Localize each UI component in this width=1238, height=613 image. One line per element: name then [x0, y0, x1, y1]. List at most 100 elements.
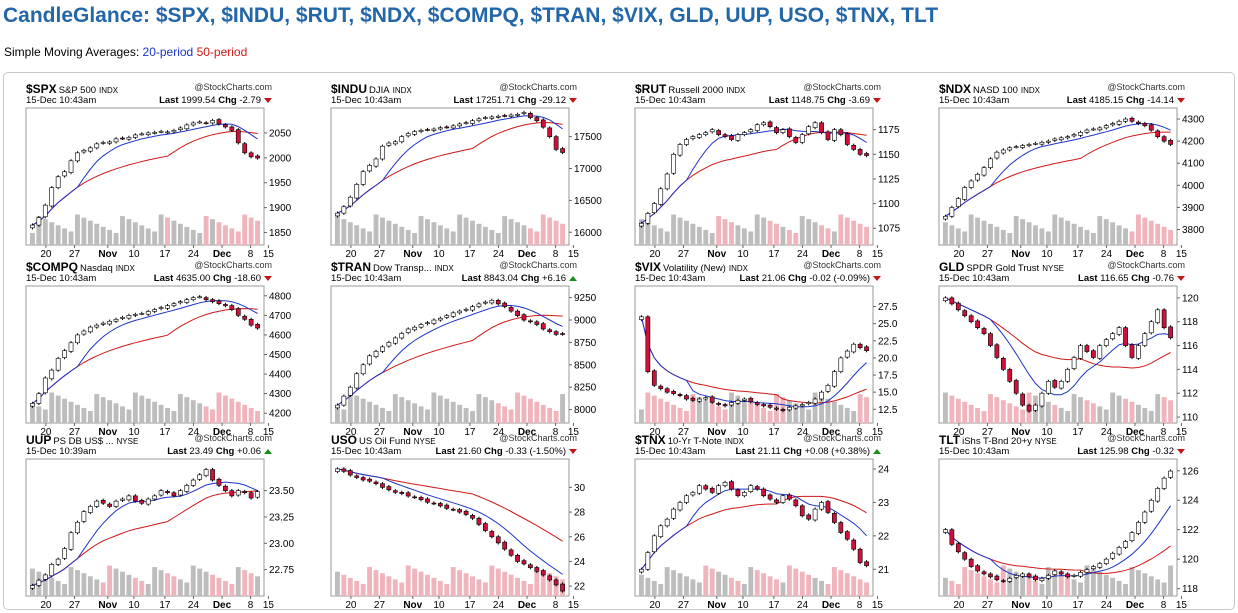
chart-plot[interactable]: 30 28 26 24 22 20 27 Nov 10 17 24 Dec 8 15 — [330, 458, 613, 611]
candle-body — [197, 474, 203, 480]
stockcharts-brand: @StockCharts.com — [194, 260, 272, 270]
volume-bar — [1078, 226, 1083, 245]
chart-plot[interactable]: 2050 2000 1950 1900 1850 20 27 Nov 10 17 24 Dec 8 15 — [25, 107, 308, 260]
candle-body — [806, 402, 812, 404]
last-label: Last — [1066, 95, 1089, 106]
chart-plot[interactable]: 9250 9000 8750 8500 8250 8000 20 27 Nov 10 17 24 Dec… — [330, 285, 613, 438]
x-tick-label: 20 — [953, 249, 965, 260]
candle-body — [431, 319, 437, 324]
candle-body — [502, 302, 508, 307]
chart-symbol[interactable]: TLT — [939, 433, 961, 447]
chart-cell-vix[interactable]: $VIX Volatility (New) INDX @StockCharts.com… — [634, 260, 925, 438]
x-tick-label: Nov — [707, 427, 726, 438]
chart-plot[interactable]: 4800 4700 4600 4500 4400 4300 4200 20 27 Nov 10 17 2… — [25, 285, 308, 438]
candle-body — [1000, 580, 1006, 582]
candle-body — [508, 549, 514, 556]
x-tick-label: Nov — [403, 427, 422, 438]
volume-bar — [981, 220, 987, 245]
chart-cell-uso[interactable]: USO US Oil Fund NYSE @StockCharts.com 15-Dec… — [330, 433, 621, 611]
volume-bar — [703, 565, 709, 596]
chart-plot[interactable]: 126 124 122 120 118 20 27 Nov 10 17 24 Dec 8 15 — [938, 458, 1221, 611]
volume-bar — [81, 573, 87, 596]
chart-cell-tran[interactable]: $TRAN Dow Transp... INDX @StockCharts.com 15… — [330, 260, 621, 438]
candle-body — [223, 304, 228, 306]
chart-cell-tnx[interactable]: $TNX 10-Yr T-Note INDX @StockCharts.com 15-D… — [634, 433, 925, 611]
volume-bar — [1084, 229, 1090, 245]
plot-frame — [634, 458, 874, 597]
volume-bar — [1007, 403, 1013, 423]
candle-body — [437, 503, 443, 507]
chart-symbol[interactable]: $SPX — [26, 82, 57, 96]
chart-plot[interactable]: 27.5 25.0 22.5 20.0 17.5 15.0 12.5 20 27 Nov 10 17 2… — [634, 285, 917, 438]
x-tick-label: 15 — [1176, 427, 1188, 438]
chart-symbol[interactable]: $TNX — [635, 433, 666, 447]
chart-security-name: iShs T-Bnd 20+y — [962, 436, 1032, 447]
chart-plot[interactable]: 4300 4200 4100 4000 3900 3800 20 27 Nov 10 17 24 Dec… — [938, 107, 1221, 260]
volume-bar — [502, 406, 508, 423]
chart-cell-indu[interactable]: $INDU DJIA INDX @StockCharts.com 15-Dec 10:4… — [330, 82, 621, 260]
chart-last-change: Last 125.98 Chg -0.32 — [1077, 446, 1185, 457]
chart-plot[interactable]: 24 23 22 21 20 27 Nov 10 17 24 Dec 8 15 — [634, 458, 917, 611]
chart-cell-compq[interactable]: $COMPQ Nasdaq INDX @StockCharts.com 15-Dec 1… — [25, 260, 316, 438]
chart-symbol[interactable]: $INDU — [331, 82, 368, 96]
candle-body — [515, 310, 520, 316]
chart-cell-gld[interactable]: GLD SPDR Gold Trust NYSE @StockCharts.com 15… — [938, 260, 1229, 438]
candle-body — [955, 302, 961, 311]
volume-bar — [838, 404, 844, 423]
candle-body — [1078, 345, 1083, 359]
x-tick-label: Nov — [98, 427, 117, 438]
volume-bar — [1097, 216, 1103, 245]
chart-symbol[interactable]: $RUT — [635, 82, 667, 96]
chart-symbol[interactable]: $VIX — [635, 260, 662, 274]
chart-cell-tlt[interactable]: TLT iShs T-Bnd 20+y NYSE @StockCharts.com 15… — [938, 433, 1229, 611]
candle-body — [844, 350, 850, 358]
candle-body — [1020, 393, 1025, 406]
volume-bar — [235, 231, 241, 245]
candle-body — [534, 117, 540, 122]
chart-plot[interactable]: 23.50 23.25 23.00 22.75 20 27 Nov 10 17 24 Dec 8 15 — [25, 458, 308, 611]
y-tick-label: 3900 — [1182, 203, 1205, 214]
chart-symbol[interactable]: UUP — [26, 433, 52, 447]
candle-body — [645, 552, 651, 570]
volume-bar — [495, 233, 501, 245]
volume-bar — [437, 225, 443, 245]
sma20-line — [337, 468, 563, 575]
volume-bar — [638, 574, 644, 596]
candle-body — [158, 307, 164, 309]
chart-symbol[interactable]: USO — [331, 433, 358, 447]
candle-body — [547, 575, 553, 581]
volume-bar — [1103, 409, 1109, 423]
volume-bar — [819, 395, 824, 423]
chart-plot[interactable]: 17500 17000 16500 16000 20 27 Nov 10 17 24 Dec 8 15 — [330, 107, 613, 260]
chart-cell-uup[interactable]: UUP PS DB US$ ... NYSE @StockCharts.com 15-D… — [25, 433, 316, 611]
volume-bar — [975, 217, 981, 245]
down-arrow-icon — [1177, 448, 1185, 454]
chart-cell-ndx[interactable]: $NDX NASD 100 INDX @StockCharts.com 15-Dec 1… — [938, 82, 1229, 260]
last-label: Last — [768, 95, 791, 106]
page-title: CandleGlance: $SPX, $INDU, $RUT, $NDX, $… — [3, 4, 939, 27]
volume-bar — [1000, 229, 1006, 245]
chart-plot[interactable]: 1175 1150 1125 1100 1075 20 27 Nov 10 17 24 Dec 8 15 — [634, 107, 917, 260]
volume-bar — [120, 571, 125, 596]
chart-symbol[interactable]: $COMPQ — [26, 260, 79, 274]
chart-plot[interactable]: 120 118 116 114 112 110 20 27 Nov 10 17 24 Dec 8 15 — [938, 285, 1221, 438]
chart-symbol[interactable]: $TRAN — [331, 260, 372, 274]
chart-last-change: Last 4635.00 Chg -18.60 — [154, 273, 272, 284]
chart-symbol[interactable]: GLD — [939, 260, 965, 274]
chg-label: Chg — [1131, 446, 1153, 457]
x-tick-label: Dec — [822, 249, 841, 260]
stockcharts-brand: @StockCharts.com — [194, 82, 272, 92]
chart-cell-rut[interactable]: $RUT Russell 2000 INDX @StockCharts.com 15-D… — [634, 82, 925, 260]
candle-body — [444, 504, 450, 509]
volume-bar — [210, 409, 215, 423]
chart-cell-spx[interactable]: $SPX S&P 500 INDX @StockCharts.com 15-Dec 10… — [25, 82, 316, 260]
volume-bar — [1116, 225, 1122, 245]
volume-bar — [703, 229, 709, 245]
candle-body — [463, 510, 469, 515]
x-tick-label: Nov — [1011, 427, 1030, 438]
volume-bar — [838, 570, 844, 596]
volume-bar — [748, 401, 754, 423]
chart-symbol[interactable]: $NDX — [939, 82, 972, 96]
candle-body — [540, 323, 546, 330]
volume-bar — [949, 395, 955, 423]
